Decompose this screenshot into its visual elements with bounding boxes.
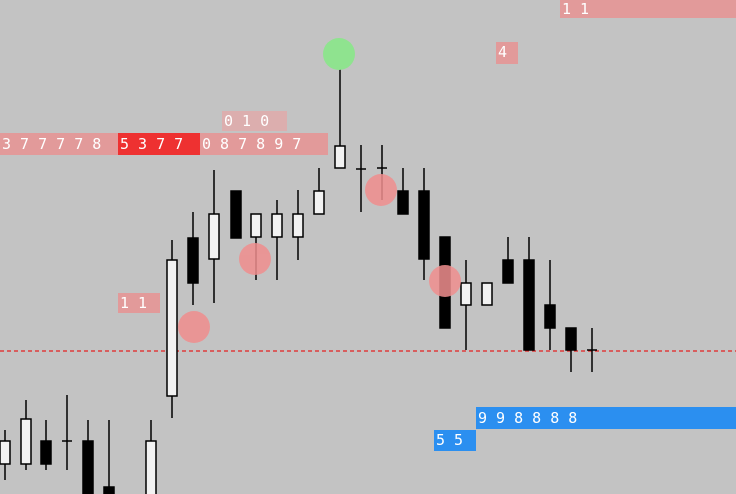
level-tag: 3 7 7 7 7 8	[0, 133, 118, 155]
level-tag: 1 1	[560, 0, 736, 18]
signals-down	[178, 174, 461, 343]
candles	[0, 55, 597, 494]
level-tag: 0 1 0	[222, 111, 287, 131]
level-tag: 5 3 7 7	[118, 133, 200, 155]
signal-up	[323, 38, 355, 70]
level-tag: 0 8 7 8 9 7	[200, 133, 328, 155]
level-tag: 9 9 8 8 8 8	[476, 407, 736, 429]
level-tag: 1 1	[118, 293, 160, 313]
level-tag: 4	[496, 42, 518, 64]
level-tag: 5 5	[434, 430, 476, 451]
